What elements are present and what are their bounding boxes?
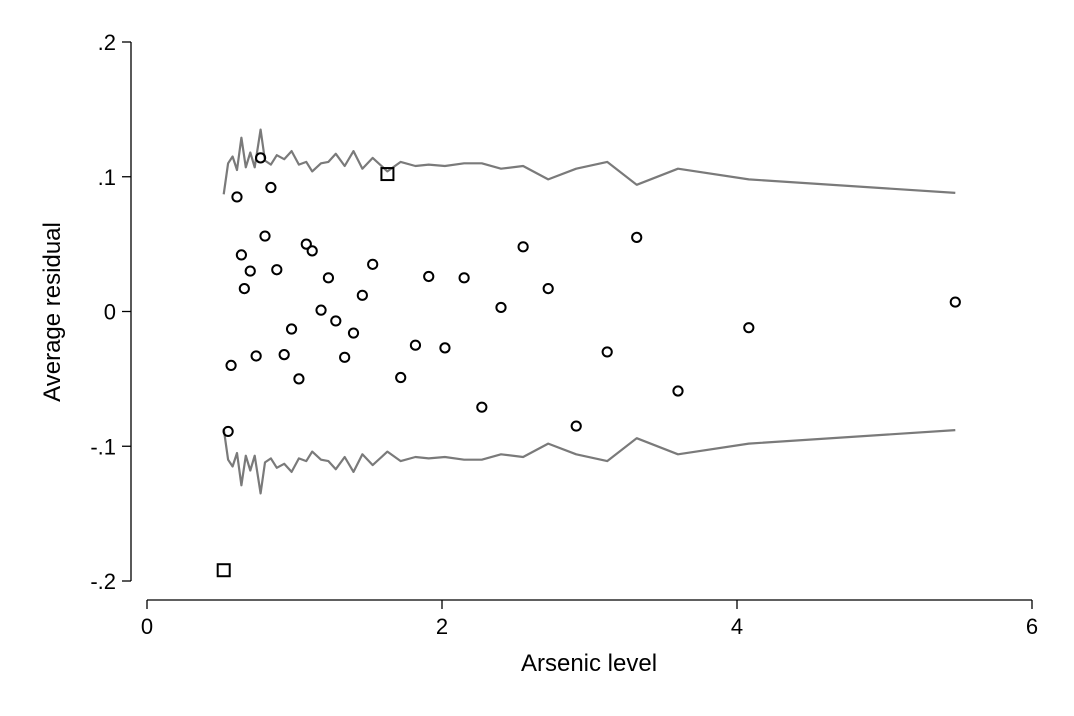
residual-point-circle xyxy=(235,249,247,261)
residual-point-circle xyxy=(631,231,643,243)
residual-point-circle xyxy=(244,265,256,277)
upper-bound-line xyxy=(222,128,956,195)
residual-point-square xyxy=(380,167,395,182)
residual-point-square xyxy=(216,563,231,578)
x-axis: 0 2 4 6 xyxy=(141,599,1038,639)
residual-point-circle xyxy=(458,272,470,284)
x-ticks: 0 2 4 6 xyxy=(141,600,1038,639)
y-axis: -.2 -.1 0 .1 .2 xyxy=(90,30,132,594)
residual-point-circle xyxy=(285,323,298,335)
residual-point-circle xyxy=(254,152,267,164)
residual-point-circle xyxy=(225,359,237,371)
x-tick-label: 0 xyxy=(141,614,153,639)
residual-point-circle xyxy=(300,238,312,250)
residual-point-circle xyxy=(495,301,507,314)
residual-point-circle xyxy=(672,385,684,397)
residual-point-circle xyxy=(238,282,250,295)
y-ticks: -.2 -.1 0 .1 .2 xyxy=(90,30,131,594)
residual-point-circle xyxy=(542,282,554,295)
residual-point-circle xyxy=(250,350,262,362)
lower-bound-line xyxy=(222,428,956,495)
y-axis-title: Average residual xyxy=(39,222,66,402)
residual-point-circle xyxy=(439,342,451,354)
residual-point-circle xyxy=(315,304,327,316)
residual-point-circle xyxy=(517,241,529,253)
x-tick-label: 4 xyxy=(731,614,743,639)
residual-point-circle xyxy=(330,315,342,327)
residual-point-circle xyxy=(949,296,961,308)
residual-point-circle xyxy=(570,420,582,432)
residual-point-circle xyxy=(743,322,755,334)
residual-point-circle xyxy=(222,425,234,438)
residual-point-circle xyxy=(356,289,368,301)
residual-point-circle xyxy=(306,245,318,257)
residual-point-circle xyxy=(322,272,335,284)
residual-point-circle xyxy=(395,371,407,384)
residual-point-circle xyxy=(601,346,613,358)
residual-point-circle xyxy=(367,258,379,270)
residual-point-circle xyxy=(293,373,305,385)
residual-point-circle xyxy=(347,327,360,339)
residual-point-circle xyxy=(476,401,488,413)
residual-point-circle xyxy=(278,349,290,361)
x-axis-title: Arsenic level xyxy=(521,650,657,677)
confidence-bounds xyxy=(222,128,956,495)
x-tick-label: 6 xyxy=(1026,614,1038,639)
y-tick-label: .2 xyxy=(98,30,116,55)
residual-point-circle xyxy=(259,230,271,242)
x-tick-label: 2 xyxy=(436,614,448,639)
residual-points xyxy=(216,152,961,578)
y-tick-label: -.2 xyxy=(90,569,116,594)
residual-point-circle xyxy=(231,191,243,203)
residual-point-circle xyxy=(409,339,422,351)
residual-point-circle xyxy=(265,181,277,194)
y-tick-label: 0 xyxy=(104,300,116,325)
residual-point-circle xyxy=(423,270,435,283)
residual-point-circle xyxy=(339,351,351,363)
y-tick-label: -.1 xyxy=(90,434,116,459)
y-tick-label: .1 xyxy=(98,165,116,190)
residual-point-circle xyxy=(271,264,283,276)
